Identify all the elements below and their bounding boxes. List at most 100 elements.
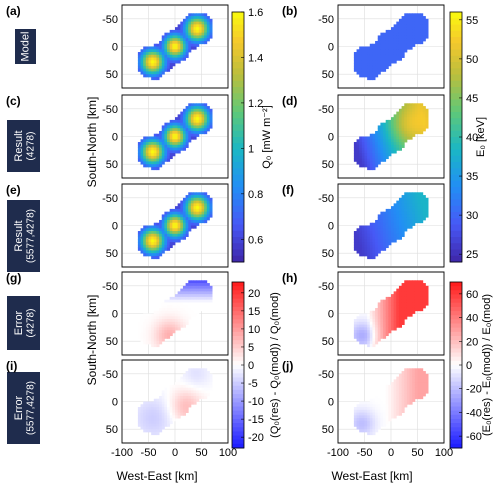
heatmap-cell xyxy=(198,382,202,386)
heatmap-cell xyxy=(367,412,371,416)
heatmap-cell xyxy=(404,379,408,383)
colorbar-segment xyxy=(450,331,462,337)
heatmap-cell xyxy=(375,423,379,427)
heatmap-cell xyxy=(367,253,371,257)
heatmap-cell xyxy=(391,299,395,303)
colorbar-segment xyxy=(450,443,462,449)
heatmap-cell xyxy=(182,40,186,45)
heatmap-cell xyxy=(175,147,179,151)
heatmap-cell xyxy=(396,401,400,405)
heatmap-cell xyxy=(369,398,373,402)
heatmap-cell xyxy=(167,242,171,246)
heatmap-cell xyxy=(143,321,147,325)
heatmap-cell xyxy=(164,211,168,215)
heatmap-cell xyxy=(393,144,397,148)
heatmap-cell xyxy=(414,128,418,132)
colorbar-tick-label: -60 xyxy=(466,431,482,443)
heatmap-cell xyxy=(180,203,184,207)
colorbar-segment xyxy=(232,327,244,333)
heatmap-cell xyxy=(414,106,418,110)
heatmap-cell xyxy=(377,244,381,249)
heatmap-cell xyxy=(356,327,360,331)
heatmap-cell xyxy=(359,341,363,345)
heatmap-cell xyxy=(182,231,186,235)
heatmap-cell xyxy=(388,307,392,312)
heatmap-cell xyxy=(380,236,384,240)
colorbar-tick-label: 40 xyxy=(466,132,478,144)
heatmap-cell xyxy=(153,398,157,402)
heatmap-cell xyxy=(188,371,192,375)
heatmap-cell xyxy=(383,393,387,397)
heatmap-cell xyxy=(372,147,376,151)
heatmap-cell xyxy=(190,398,194,402)
heatmap-cell xyxy=(180,219,184,224)
colorbar-segment xyxy=(450,319,462,324)
heatmap-cell xyxy=(414,130,418,135)
heatmap-cell xyxy=(156,63,160,67)
heatmap-cell xyxy=(380,35,384,39)
colorbar-tick-label: -5 xyxy=(248,378,258,390)
heatmap-cell xyxy=(177,307,181,312)
heatmap-cell xyxy=(377,60,381,64)
heatmap-cell xyxy=(364,142,368,146)
heatmap-cell xyxy=(204,128,208,132)
heatmap-cell xyxy=(412,390,416,394)
heatmap-cell xyxy=(406,393,410,397)
heatmap-cell xyxy=(404,228,408,232)
heatmap-cell xyxy=(406,203,410,207)
heatmap-cell xyxy=(361,142,365,146)
heatmap-cell xyxy=(372,60,376,64)
heatmap-cell xyxy=(196,214,200,218)
heatmap-cell xyxy=(364,407,368,411)
colorbar-segment xyxy=(450,12,462,19)
heatmap-cell xyxy=(420,280,424,284)
heatmap-cell xyxy=(204,283,208,287)
heatmap-cell xyxy=(193,222,197,226)
heatmap-cell xyxy=(396,111,400,115)
heatmap-cell xyxy=(143,313,147,317)
heatmap-cell xyxy=(406,208,410,213)
colorbar-segment xyxy=(450,398,462,403)
heatmap-cell xyxy=(372,247,376,251)
heatmap-cell xyxy=(190,305,194,309)
heatmap-cell xyxy=(409,401,413,405)
heatmap-cell xyxy=(201,305,205,309)
heatmap-cell xyxy=(409,130,413,135)
heatmap-cell xyxy=(193,106,197,110)
heatmap-cell xyxy=(198,18,202,22)
heatmap-cell xyxy=(190,197,194,201)
colorbar-segment xyxy=(232,360,244,366)
heatmap-cell xyxy=(369,401,373,405)
heatmap-cell xyxy=(409,296,413,301)
heatmap-cell xyxy=(420,283,424,287)
heatmap-cell xyxy=(164,242,168,246)
heatmap-cell xyxy=(404,139,408,143)
heatmap-cell xyxy=(180,321,184,325)
heatmap-cell xyxy=(169,222,173,226)
colorbar-segment xyxy=(450,335,462,341)
heatmap-cell xyxy=(201,288,205,292)
heatmap-cell xyxy=(369,150,373,154)
heatmap-cell xyxy=(353,244,357,249)
heatmap-cell xyxy=(420,122,424,126)
heatmap-cell xyxy=(204,299,208,303)
heatmap-cell xyxy=(359,316,363,320)
heatmap-cell xyxy=(164,32,168,36)
heatmap-cell xyxy=(359,74,363,78)
heatmap-cell xyxy=(385,150,389,154)
heatmap-cell xyxy=(412,214,416,218)
heatmap-cell xyxy=(406,302,410,306)
heatmap-cell xyxy=(167,324,171,328)
heatmap-cell xyxy=(137,247,141,251)
heatmap-cell xyxy=(188,395,192,400)
heatmap-cell xyxy=(153,142,157,146)
heatmap-cell xyxy=(143,164,147,168)
heatmap-cell xyxy=(383,147,387,151)
plot-border xyxy=(337,359,445,444)
heatmap-cell xyxy=(180,313,184,317)
heatmap-cell xyxy=(377,158,381,162)
heatmap-cell xyxy=(353,52,357,56)
heatmap-cell xyxy=(190,296,194,301)
heatmap-cell xyxy=(151,404,155,408)
